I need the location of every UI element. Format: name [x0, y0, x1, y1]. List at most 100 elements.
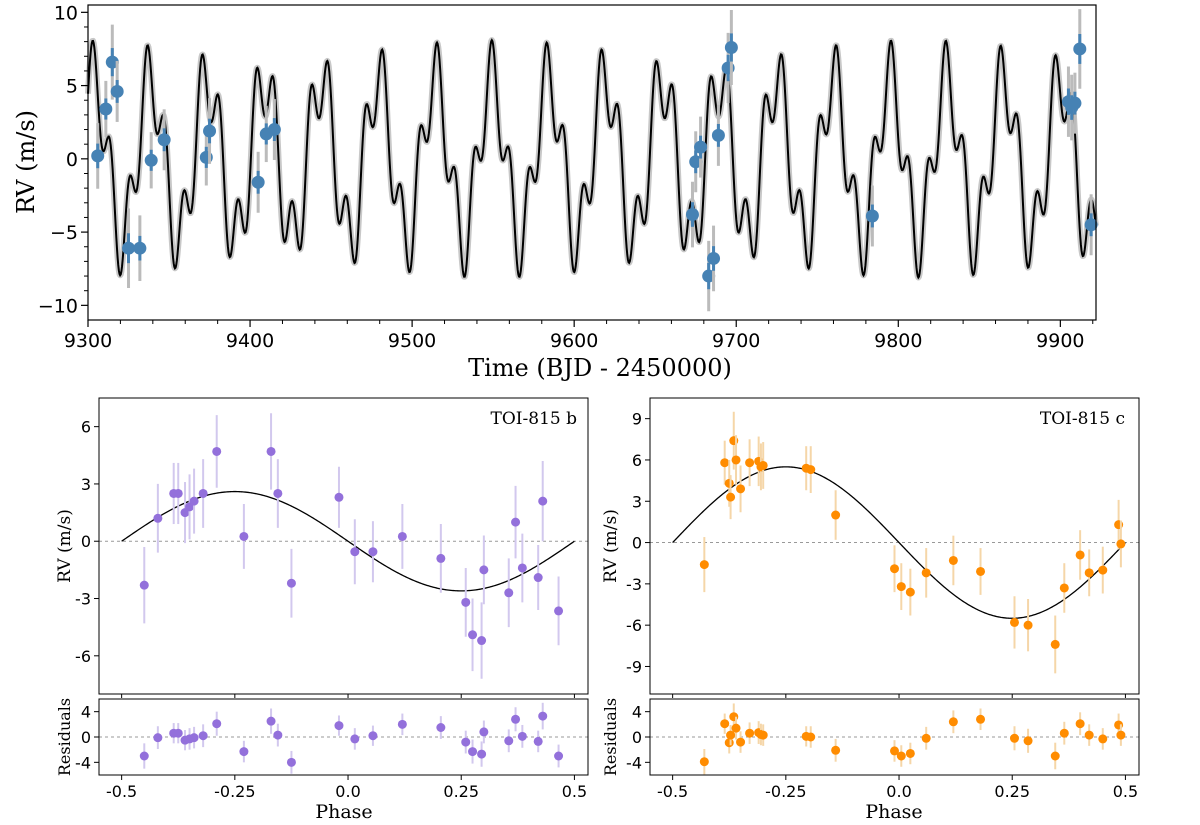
phase-point: [286, 548, 296, 618]
residual-point-marker: [479, 727, 489, 737]
residual-point-marker: [533, 736, 543, 746]
res-x-tick-label: -0.25: [214, 782, 255, 801]
residual-point: [198, 724, 208, 748]
residual-point-marker: [461, 737, 471, 747]
phase-point-marker: [286, 578, 296, 588]
residual-point-marker: [468, 747, 478, 757]
rv-point: [724, 9, 738, 85]
phase-point-marker: [273, 488, 283, 498]
rv-point-marker: [865, 209, 879, 223]
phase-point-marker: [720, 458, 730, 468]
residual-point: [1050, 742, 1060, 770]
y-tick-label: 10: [54, 2, 78, 24]
res-x-tick-label: -0.5: [657, 782, 688, 801]
phase-point: [831, 490, 841, 540]
residual-point-marker: [726, 730, 736, 740]
phase-point: [1050, 615, 1060, 674]
residual-point-marker: [286, 757, 296, 767]
rv-point: [203, 98, 217, 164]
rv-point-marker: [689, 155, 703, 169]
phase-point: [273, 459, 283, 528]
c-panel-title: TOI-815 c: [1040, 409, 1125, 429]
res-x-tick-label: -0.25: [765, 782, 806, 801]
residual-point-marker: [153, 733, 163, 743]
phase-point-marker: [1050, 639, 1060, 649]
phase-point: [266, 413, 276, 490]
phase-point-marker: [517, 563, 527, 573]
y-tick-label: 3: [81, 475, 91, 494]
residual-point: [896, 745, 906, 767]
y-tick-label: -3: [75, 590, 91, 609]
phase-point-marker: [538, 496, 548, 506]
c-data-points: [699, 411, 1126, 674]
residual-point-marker: [1098, 734, 1108, 744]
phase-point-marker: [1116, 539, 1126, 549]
top-xlabel: Time (BJD - 2450000): [468, 354, 732, 382]
phase-point-marker: [1023, 620, 1033, 630]
b-residual-ylabel: Residuals: [55, 698, 74, 776]
model-curve: [87, 38, 1097, 280]
phase-point-marker: [896, 582, 906, 592]
res-x-tick-label: 0.0: [886, 782, 911, 801]
res-x-tick-label: 0.25: [443, 782, 479, 801]
phase-point: [905, 568, 915, 616]
residual-point: [517, 724, 527, 748]
phase-point: [1116, 520, 1126, 568]
rv-point-marker: [157, 133, 171, 147]
residual-point: [139, 743, 149, 769]
residual-point: [153, 726, 163, 750]
phase-point-marker: [239, 531, 249, 541]
phase-point: [758, 442, 768, 489]
residual-point: [976, 708, 986, 731]
x-tick-label: 9400: [226, 330, 274, 352]
residual-point-marker: [905, 748, 915, 758]
residual-point-marker: [397, 719, 407, 729]
phase-panel-c: 9 6 3 0 -3 -6 -9 TOI-815 c RV (m/s) 4 0 -4 -0.5 -0…: [601, 397, 1140, 823]
phase-point-marker: [724, 478, 734, 488]
phase-point-marker: [511, 517, 521, 527]
phase-point: [436, 524, 446, 593]
phase-point: [334, 466, 344, 528]
residual-point-marker: [173, 728, 183, 738]
phase-point-marker: [368, 547, 378, 557]
c-ylabel: RV (m/s): [601, 509, 621, 583]
phase-point-marker: [745, 458, 755, 468]
phase-point: [511, 485, 521, 559]
rv-point: [865, 185, 879, 247]
y-tick-label: 0: [632, 534, 642, 553]
res-x-tick-label: 0.5: [562, 782, 587, 801]
phase-point: [948, 535, 958, 586]
rv-point: [91, 123, 105, 189]
residual-point-marker: [1116, 730, 1126, 740]
residual-point-marker: [724, 738, 734, 748]
phase-point-marker: [173, 488, 183, 498]
phase-point-marker: [890, 564, 899, 574]
rv-point-marker: [99, 102, 113, 116]
residual-point-marker: [890, 746, 899, 756]
x-tick-label: 9800: [874, 330, 922, 352]
rv-point-marker: [105, 55, 119, 69]
residual-point-marker: [896, 751, 906, 761]
residual-point: [334, 715, 344, 736]
res-x-tick-label: 0.25: [994, 782, 1030, 801]
residual-point: [368, 725, 378, 746]
residual-point-marker: [198, 731, 208, 741]
phase-point: [736, 465, 746, 513]
phase-point: [731, 435, 741, 485]
residual-point-marker: [350, 734, 360, 744]
residual-point: [726, 724, 736, 746]
residual-point-marker: [699, 757, 709, 767]
phase-point: [745, 439, 755, 487]
phase-point: [461, 567, 471, 637]
phase-point: [139, 546, 149, 624]
residual-point-marker: [976, 714, 986, 724]
residual-point: [479, 720, 489, 744]
residual-point: [350, 728, 360, 750]
phase-point: [720, 440, 730, 485]
rv-point: [685, 181, 699, 248]
top-ylabel: RV (m/s): [12, 110, 40, 214]
residual-point: [890, 740, 899, 762]
phase-point-marker: [461, 597, 471, 607]
res-y-tick-label: 0: [632, 728, 642, 747]
